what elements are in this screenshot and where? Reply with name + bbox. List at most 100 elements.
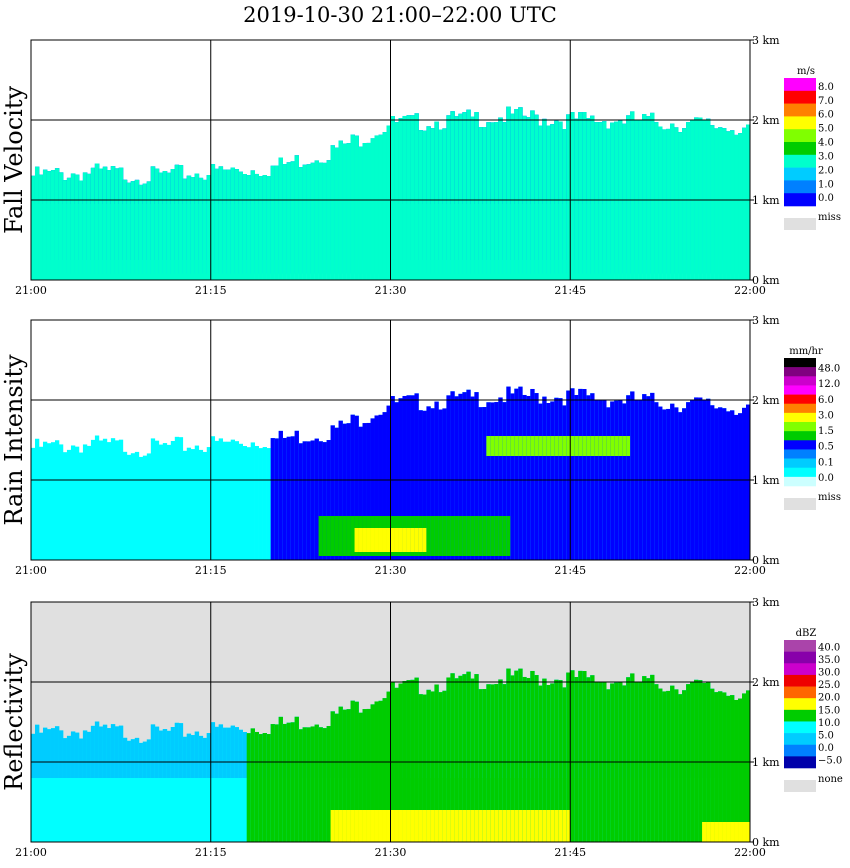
echo-cell	[454, 516, 459, 556]
echo-cell	[82, 444, 88, 560]
echo-cell	[438, 409, 443, 560]
echo-cell	[466, 109, 471, 280]
height-tick-label: 1 km	[752, 194, 780, 207]
colorbar-swatch	[784, 376, 816, 386]
echo-cell	[622, 436, 627, 456]
echo-cell	[182, 736, 188, 778]
echo-cell	[62, 738, 68, 842]
echo-cell	[486, 122, 491, 281]
echo-cell	[346, 516, 351, 556]
echo-cell	[490, 402, 495, 560]
echo-cell	[246, 733, 251, 842]
echo-cell	[418, 810, 423, 842]
echo-cell	[222, 441, 228, 560]
echo-cell	[218, 438, 224, 560]
echo-cell	[166, 172, 172, 280]
echo-cell	[398, 118, 403, 280]
echo-cell	[502, 810, 507, 842]
echo-cell	[350, 516, 355, 556]
echo-cell	[582, 112, 587, 280]
time-tick-label: 21:00	[15, 846, 47, 859]
echo-cell	[126, 740, 132, 778]
echo-cell	[174, 436, 180, 560]
echo-cell	[290, 722, 295, 842]
echo-cell	[558, 680, 563, 842]
echo-cell	[578, 670, 583, 842]
echo-cell	[674, 407, 679, 560]
echo-cell	[722, 128, 727, 280]
echo-cell	[106, 442, 112, 560]
echo-cell	[606, 407, 611, 560]
echo-cell	[114, 726, 120, 842]
echo-cell	[602, 121, 607, 280]
colorbar-swatch	[784, 744, 816, 757]
echo-cell	[70, 173, 76, 280]
echo-cell	[710, 125, 715, 280]
echo-cell	[386, 528, 391, 552]
echo-cell	[646, 396, 651, 560]
height-tick-label: 2 km	[752, 676, 780, 689]
echo-cell	[422, 694, 427, 842]
echo-cell	[406, 115, 411, 280]
echo-cell	[58, 172, 64, 280]
echo-cell	[318, 727, 323, 842]
echo-cell	[246, 175, 251, 280]
echo-cell	[386, 405, 391, 560]
echo-cell	[406, 528, 411, 552]
echo-cell	[498, 436, 503, 456]
echo-cell	[662, 691, 667, 842]
echo-cell	[78, 180, 84, 280]
echo-cell	[514, 810, 519, 842]
echo-cell	[138, 184, 144, 280]
echo-cell	[370, 810, 375, 842]
echo-cell	[558, 436, 563, 456]
colorbar-miss-swatch	[784, 218, 816, 230]
echo-cell	[594, 436, 599, 456]
echo-cell	[466, 516, 471, 556]
echo-cell	[398, 810, 403, 842]
echo-cell	[170, 441, 176, 560]
echo-cell	[502, 402, 507, 560]
echo-cell	[122, 179, 128, 280]
echo-cell	[234, 169, 240, 280]
echo-cell	[430, 810, 435, 842]
echo-cell	[342, 516, 347, 556]
echo-cell	[678, 412, 683, 560]
echo-cell	[206, 733, 212, 778]
echo-cell	[210, 436, 216, 560]
echo-cell	[118, 725, 124, 842]
echo-cell	[494, 122, 499, 280]
echo-cell	[566, 810, 571, 842]
echo-cell	[494, 684, 499, 842]
echo-cell	[338, 706, 343, 842]
echo-cell	[110, 724, 116, 842]
echo-cell	[262, 733, 267, 842]
echo-cell	[434, 684, 439, 842]
echo-cell	[418, 130, 423, 280]
echo-cell	[714, 408, 719, 560]
echo-cell	[66, 177, 72, 280]
echo-cell	[554, 397, 559, 560]
echo-cell	[514, 436, 519, 456]
echo-cell	[362, 143, 367, 280]
echo-cell	[522, 394, 527, 560]
time-tick-label: 21:30	[375, 846, 407, 859]
colorbar-swatch	[784, 686, 816, 699]
echo-cell	[358, 146, 363, 280]
echo-cell	[542, 396, 547, 560]
echo-cell	[190, 735, 196, 842]
echo-cell	[270, 724, 275, 842]
echo-cell	[454, 810, 459, 842]
echo-cell	[470, 516, 475, 556]
plot-frame	[30, 319, 751, 561]
echo-cell	[294, 716, 299, 842]
colorbar-miss-swatch	[784, 498, 816, 510]
echo-cell	[490, 684, 495, 842]
echo-cell	[478, 810, 483, 842]
echo-field	[31, 106, 751, 281]
echo-cell	[590, 393, 595, 560]
echo-cell	[214, 726, 220, 778]
echo-cell	[714, 822, 719, 842]
echo-cell	[114, 726, 120, 778]
echo-cell	[122, 737, 128, 778]
